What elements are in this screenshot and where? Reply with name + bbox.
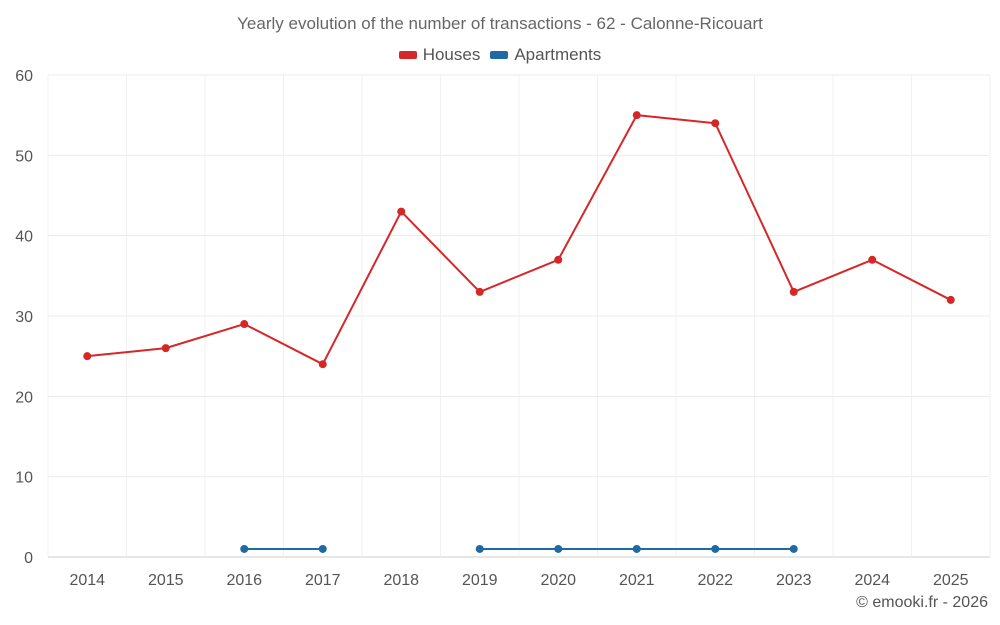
x-tick-label: 2014 (69, 572, 105, 589)
data-point-houses (318, 360, 327, 369)
y-tick-label: 20 (15, 389, 33, 406)
y-tick-label: 40 (15, 229, 33, 246)
data-point-apartments (318, 544, 327, 553)
data-point-houses (397, 207, 406, 216)
x-tick-label: 2022 (697, 572, 733, 589)
y-tick-label: 10 (15, 470, 33, 487)
y-tick-label: 30 (15, 309, 33, 326)
data-point-houses (789, 287, 798, 296)
data-point-houses (711, 119, 720, 128)
x-tick-label: 2025 (933, 572, 969, 589)
data-point-houses (554, 255, 563, 264)
data-point-houses (161, 344, 170, 353)
y-tick-label: 50 (15, 148, 33, 165)
data-point-apartments (554, 544, 563, 553)
x-tick-label: 2016 (226, 572, 262, 589)
data-point-apartments (711, 544, 720, 553)
y-tick-label: 0 (24, 550, 33, 567)
legend-swatch-houses (398, 51, 417, 59)
legend-item-houses[interactable]: Houses (398, 45, 481, 65)
data-point-apartments (632, 544, 641, 553)
data-point-apartments (240, 544, 249, 553)
chart-title: Yearly evolution of the number of transa… (237, 14, 763, 33)
x-tick-label: 2019 (462, 572, 498, 589)
legend-label-apartments: Apartments (514, 45, 602, 64)
legend-swatch-apartments (490, 51, 509, 59)
x-tick-label: 2021 (619, 572, 655, 589)
x-tick-label: 2017 (305, 572, 341, 589)
data-point-houses (946, 295, 955, 304)
data-point-houses (475, 287, 484, 296)
x-tick-label: 2024 (854, 572, 890, 589)
legend-label-houses: Houses (422, 45, 481, 64)
legend-item-apartments[interactable]: Apartments (490, 45, 601, 65)
data-point-apartments (475, 544, 484, 553)
y-tick-label: 60 (15, 68, 33, 85)
x-tick-label: 2015 (148, 572, 184, 589)
data-point-houses (632, 111, 641, 120)
data-point-houses (240, 320, 249, 329)
data-point-houses (83, 352, 92, 361)
x-tick-label: 2023 (776, 572, 812, 589)
data-point-apartments (789, 544, 798, 553)
x-tick-label: 2020 (540, 572, 576, 589)
legend: Houses Apartments (0, 45, 1000, 65)
data-point-houses (868, 255, 877, 264)
series-line-houses (87, 114, 952, 366)
x-tick-label: 2018 (383, 572, 419, 589)
credit: © emooki.fr - 2026 (856, 594, 988, 611)
